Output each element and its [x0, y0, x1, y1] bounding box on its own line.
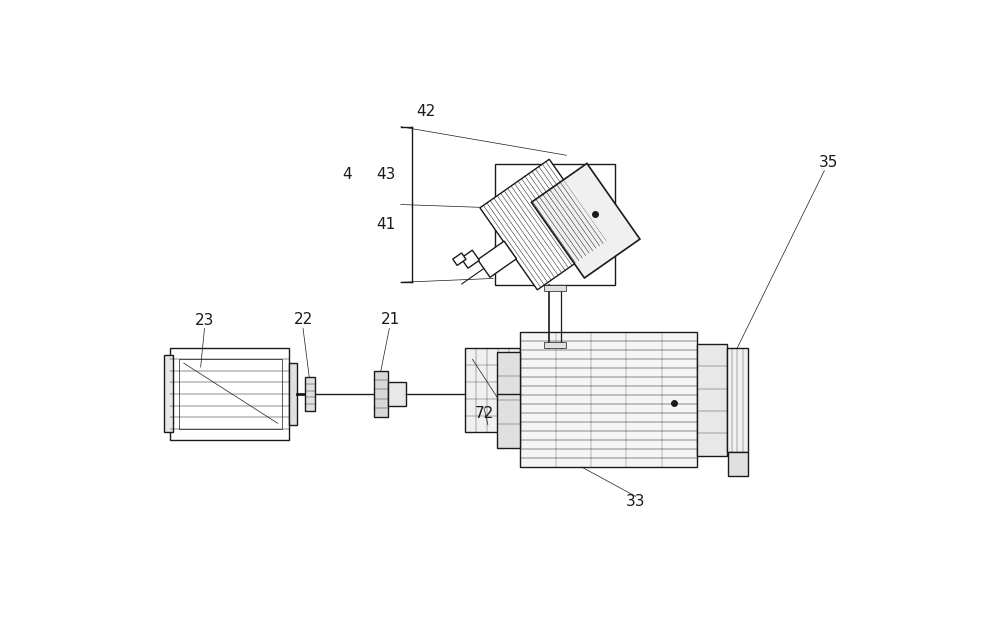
- Bar: [497, 352, 520, 448]
- Bar: [544, 285, 566, 291]
- Bar: [728, 452, 748, 476]
- Bar: [727, 348, 748, 452]
- Bar: [289, 363, 297, 425]
- Polygon shape: [461, 250, 479, 268]
- Bar: [179, 360, 282, 428]
- Bar: [374, 371, 388, 417]
- Polygon shape: [480, 159, 607, 290]
- Bar: [164, 355, 173, 433]
- Text: 42: 42: [417, 104, 436, 119]
- Text: 33: 33: [626, 494, 645, 509]
- Text: 72: 72: [474, 405, 494, 421]
- Bar: [388, 382, 406, 406]
- Text: 41: 41: [376, 217, 395, 232]
- Polygon shape: [478, 241, 517, 277]
- Text: 35: 35: [819, 156, 838, 171]
- Text: 43: 43: [376, 167, 395, 182]
- Bar: [495, 164, 615, 285]
- Bar: [465, 348, 520, 433]
- Text: 21: 21: [381, 312, 400, 327]
- Text: 22: 22: [293, 312, 313, 327]
- Bar: [170, 348, 289, 440]
- Bar: [544, 342, 566, 348]
- Polygon shape: [453, 253, 466, 265]
- Text: 4: 4: [342, 167, 352, 182]
- Bar: [305, 377, 315, 411]
- Text: 23: 23: [195, 313, 214, 329]
- Polygon shape: [531, 164, 640, 278]
- Bar: [697, 344, 727, 456]
- Bar: [520, 332, 697, 467]
